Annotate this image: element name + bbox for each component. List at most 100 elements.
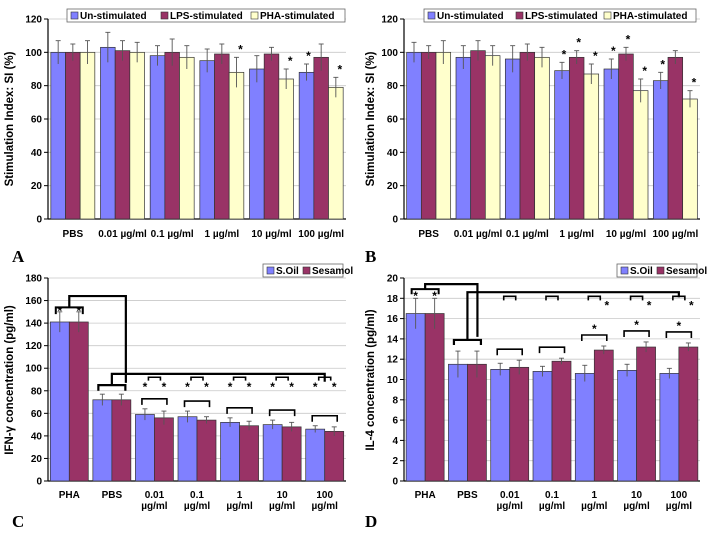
y-tick-label: 20	[387, 274, 399, 285]
y-tick-label: 18	[387, 294, 399, 305]
x-tick-label: µg/ml	[141, 501, 168, 512]
bar-s-oil	[262, 424, 283, 482]
x-tick-label: 100	[671, 490, 688, 501]
y-tick-label: 0	[392, 477, 398, 488]
y-tick-label: 100	[25, 364, 42, 375]
significance-asterisk: *	[238, 42, 243, 56]
legend-label: Sesamol	[666, 266, 707, 277]
y-tick-label: 0	[36, 215, 42, 226]
x-tick-label: 0.1	[190, 490, 204, 501]
bar-lps-stimulated	[667, 56, 684, 220]
bar-lps-stimulated	[164, 51, 180, 220]
x-tick-label: 1 µg/ml	[559, 229, 594, 240]
bracket-dose	[629, 295, 644, 301]
significance-asterisk: *	[332, 380, 337, 394]
bar-lps-stimulated	[214, 53, 230, 220]
significance-asterisk: *	[660, 57, 665, 71]
significance-asterisk: *	[604, 298, 609, 312]
bar-s-oil	[405, 313, 426, 482]
x-tick-label: PBS	[102, 490, 123, 501]
bracket-dose	[587, 295, 602, 301]
bracket-pair	[623, 330, 650, 337]
legend: S.Oil Sesamol	[616, 263, 707, 278]
bar-lps-stimulated	[519, 51, 536, 220]
bar-s-oil	[135, 414, 155, 482]
x-tick-label: PHA	[415, 490, 436, 501]
x-tick-label: 100	[316, 490, 333, 501]
bar-un-stimulated	[652, 80, 669, 220]
significance-asterisk: *	[692, 76, 697, 90]
x-tick-label: 0.1 µg/ml	[151, 229, 194, 240]
bracket-pair	[183, 400, 211, 408]
bar-un-stimulated	[603, 68, 620, 220]
x-tick-label: µg/ml	[226, 501, 253, 512]
bar-sesamol	[154, 417, 174, 482]
bar-s-oil	[659, 373, 680, 482]
x-tick-label: PBS	[457, 490, 478, 501]
bar-sesamol	[424, 313, 445, 482]
significance-asterisk: *	[289, 380, 294, 394]
significance-asterisk: *	[76, 304, 81, 318]
bracket-dose	[672, 295, 686, 301]
bar-s-oil	[490, 369, 511, 482]
y-tick-label: 60	[31, 409, 43, 420]
y-tick-label: 140	[25, 319, 42, 330]
bar-un-stimulated	[406, 51, 422, 220]
y-tick-label: 160	[25, 296, 42, 307]
bracket-dose	[502, 295, 517, 301]
y-tick-label: 100	[381, 48, 398, 59]
bar-lps-stimulated	[470, 50, 486, 220]
bar-un-stimulated	[249, 68, 265, 220]
legend-label: Un-stimulated	[437, 11, 504, 22]
y-axis-label: IFN-γ concentration (pg/ml)	[4, 305, 16, 455]
bracket-pha-pbs	[68, 294, 127, 391]
y-tick-label: 80	[387, 81, 399, 92]
x-tick-label: 0.01 µg/ml	[454, 229, 503, 240]
bar-pha-stimulated	[179, 56, 195, 220]
significance-asterisk: *	[562, 47, 567, 61]
bar-pha-stimulated	[583, 73, 600, 220]
significance-asterisk: *	[143, 380, 148, 394]
x-tick-label: PBS	[63, 229, 84, 240]
bar-lps-stimulated	[263, 53, 280, 220]
legend-swatch	[603, 11, 612, 20]
panel-letter: A	[12, 247, 25, 266]
x-tick-label: 1	[592, 490, 598, 501]
bar-un-stimulated	[100, 46, 116, 220]
bracket-pair	[538, 346, 566, 354]
significance-asterisk: *	[270, 380, 275, 394]
bracket-dose	[147, 376, 162, 381]
y-tick-label: 120	[25, 15, 42, 26]
significance-asterisk: *	[57, 304, 62, 318]
legend-swatch	[250, 11, 259, 20]
y-tick-label: 4	[392, 436, 398, 447]
significance-asterisk: *	[337, 62, 342, 76]
y-tick-label: 2	[392, 456, 398, 467]
significance-asterisk: *	[677, 319, 682, 333]
x-tick-label: 1 µg/ml	[204, 229, 239, 240]
significance-asterisk: *	[634, 318, 639, 332]
bar-pha-stimulated	[435, 51, 452, 220]
legend-label: LPS-stimulated	[525, 11, 598, 22]
bar-sesamol	[239, 425, 259, 482]
significance-asterisk: *	[642, 64, 647, 78]
bracket-dose	[545, 295, 559, 301]
legend-label: LPS-stimulated	[170, 11, 243, 22]
bracket-dose	[232, 376, 247, 381]
legend-label: Sesamol	[312, 266, 353, 277]
bar-sesamol	[68, 321, 89, 482]
bar-s-oil	[574, 373, 595, 482]
x-tick-label: µg/ml	[666, 501, 693, 512]
legend-swatch	[160, 11, 169, 20]
bar-s-oil	[617, 370, 637, 482]
bar-un-stimulated	[50, 51, 66, 220]
bracket-pair	[496, 348, 524, 356]
y-tick-label: 40	[31, 148, 43, 159]
bar-lps-stimulated	[420, 51, 437, 220]
y-axis-label: Stimulation Index: SI (%)	[365, 51, 377, 186]
bracket-dose	[190, 376, 204, 381]
significance-asterisk: *	[593, 49, 598, 63]
y-tick-label: 14	[387, 334, 399, 345]
legend: Un-stimulated LPS-stimulated PHA-stimulate…	[66, 8, 346, 23]
